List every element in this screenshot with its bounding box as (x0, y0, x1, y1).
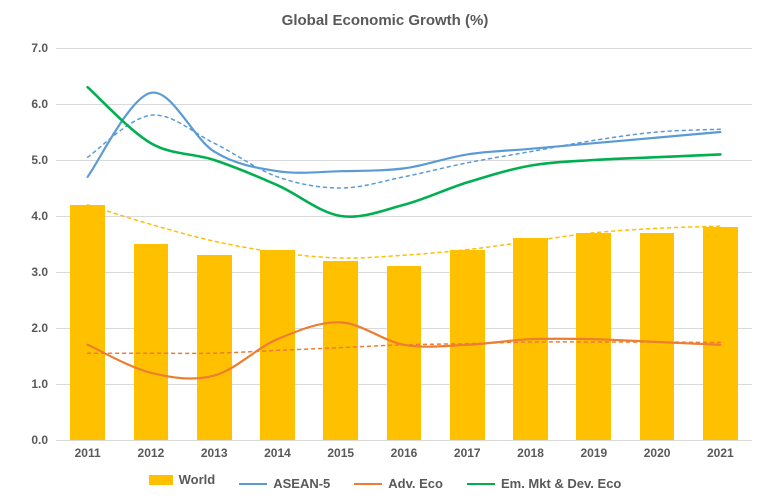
x-tick-label: 2014 (264, 446, 291, 460)
x-tick-label: 2020 (644, 446, 671, 460)
y-tick-label: 4.0 (2, 209, 56, 223)
legend-item: ASEAN-5 (239, 476, 330, 491)
y-tick-label: 6.0 (2, 97, 56, 111)
legend-item: World (149, 472, 216, 487)
y-tick-label: 3.0 (2, 265, 56, 279)
trend-Adv. Eco (88, 342, 721, 354)
chart-container: Global Economic Growth (%) 0.01.02.03.04… (0, 0, 770, 503)
x-tick-label: 2012 (138, 446, 165, 460)
line-Em. Mkt & Dev. Eco (88, 87, 721, 217)
line-Adv. Eco (88, 322, 721, 378)
plot-area: 0.01.02.03.04.05.06.07.02011201220132014… (56, 48, 752, 440)
legend-label: Em. Mkt & Dev. Eco (501, 476, 621, 491)
legend-item: Adv. Eco (354, 476, 443, 491)
y-tick-label: 7.0 (2, 41, 56, 55)
x-tick-label: 2017 (454, 446, 481, 460)
x-tick-label: 2018 (517, 446, 544, 460)
x-tick-label: 2016 (391, 446, 418, 460)
legend: World ASEAN-5 Adv. Eco Em. Mkt & Dev. Eco (0, 472, 770, 491)
line-ASEAN-5 (88, 93, 721, 177)
legend-label: ASEAN-5 (273, 476, 330, 491)
legend-swatch-line (354, 483, 382, 485)
x-tick-label: 2021 (707, 446, 734, 460)
line-layer (56, 48, 752, 440)
legend-item: Em. Mkt & Dev. Eco (467, 476, 621, 491)
trend-ASEAN-5 (88, 115, 721, 188)
y-tick-label: 0.0 (2, 433, 56, 447)
legend-swatch-bar (149, 475, 173, 485)
y-tick-label: 1.0 (2, 377, 56, 391)
legend-swatch-line (239, 483, 267, 485)
y-tick-label: 5.0 (2, 153, 56, 167)
x-tick-label: 2013 (201, 446, 228, 460)
legend-label: Adv. Eco (388, 476, 443, 491)
chart-title: Global Economic Growth (%) (0, 12, 770, 29)
x-tick-label: 2019 (580, 446, 607, 460)
legend-swatch-line (467, 483, 495, 485)
legend-label: World (179, 472, 216, 487)
gridline (56, 440, 752, 441)
trend-world (88, 205, 721, 258)
x-tick-label: 2011 (75, 446, 101, 460)
y-tick-label: 2.0 (2, 321, 56, 335)
x-tick-label: 2015 (327, 446, 354, 460)
